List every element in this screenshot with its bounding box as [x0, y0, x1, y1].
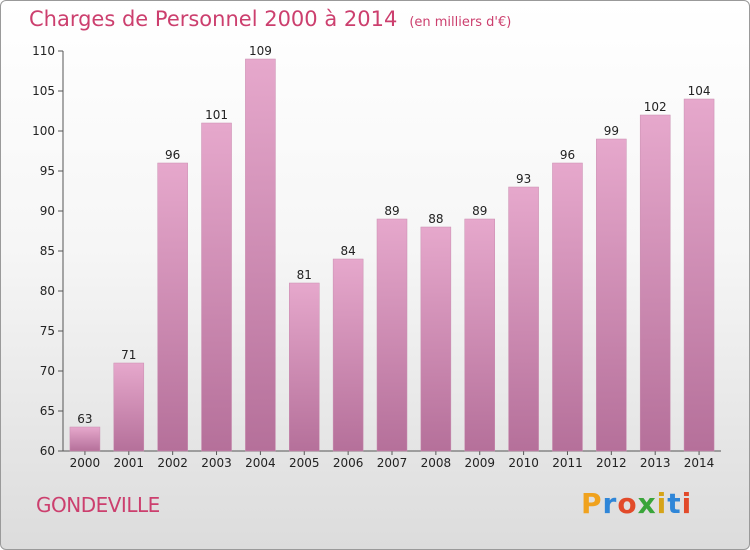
logo-letter: i	[656, 487, 668, 520]
bar-2003	[201, 122, 232, 452]
bar-2008	[420, 226, 452, 452]
x-tick-label-2000: 2000	[70, 456, 101, 470]
x-tick-label-2004: 2004	[245, 456, 276, 470]
chart-title: Charges de Personnel 2000 à 2014 (en mill…	[29, 7, 511, 31]
proxiti-logo[interactable]: Proxiti	[581, 487, 692, 520]
bar-2000	[69, 426, 101, 452]
value-label-2001: 71	[121, 348, 136, 362]
bar-2012	[596, 138, 627, 452]
x-tick-label-2014: 2014	[684, 456, 715, 470]
bar-2013	[639, 114, 671, 452]
value-label-2007: 89	[384, 204, 399, 218]
logo-letter: x	[637, 487, 657, 520]
value-label-2008: 88	[428, 212, 443, 226]
commune-name: GONDEVILLE	[36, 493, 160, 517]
x-tick-label-2005: 2005	[289, 456, 320, 470]
x-tick-label-2006: 2006	[333, 456, 364, 470]
y-tick-label: 60	[40, 444, 55, 458]
value-label-2003: 101	[205, 108, 228, 122]
value-label-2004: 109	[249, 44, 272, 58]
chart-labels: 63 71 96 101 109 81 84 89 88 89 93 96 99 102 104	[77, 44, 710, 426]
y-tick-label: 65	[40, 404, 55, 418]
bar-2006	[332, 258, 364, 452]
x-tick-label-2012: 2012	[596, 456, 627, 470]
y-tick-label: 85	[40, 244, 55, 258]
value-label-2005: 81	[297, 268, 312, 282]
y-tick-label: 90	[40, 204, 55, 218]
y-tick-label: 70	[40, 364, 55, 378]
x-tick-label-2011: 2011	[552, 456, 583, 470]
x-tick-label-2008: 2008	[421, 456, 452, 470]
x-tick-label-2009: 2009	[464, 456, 495, 470]
y-tick-label: 110	[32, 44, 55, 58]
bar-2010	[508, 186, 539, 452]
x-tick-label-2010: 2010	[508, 456, 539, 470]
y-tick-label: 75	[40, 324, 55, 338]
y-tick-label: 95	[40, 164, 55, 178]
logo-letter: t	[667, 487, 682, 520]
bar-2014	[683, 98, 715, 452]
bar-2007	[376, 218, 408, 452]
value-label-2006: 84	[340, 244, 355, 258]
value-label-2014: 104	[688, 84, 711, 98]
bar-2001	[113, 362, 145, 452]
chart-bars	[69, 58, 715, 452]
value-label-2011: 96	[560, 148, 575, 162]
logo-letter: P	[581, 487, 603, 520]
y-tick-label: 80	[40, 284, 55, 298]
value-label-2013: 102	[644, 100, 667, 114]
value-label-2009: 89	[472, 204, 487, 218]
x-tick-label-2007: 2007	[377, 456, 408, 470]
bar-2009	[464, 218, 495, 452]
bar-2004	[245, 58, 276, 452]
value-label-2002: 96	[165, 148, 180, 162]
logo-letter: i	[681, 487, 693, 520]
chart-axes: 60 65 70 75 80 85 90 95 100 105 110 2000 2001 2002 200…	[32, 44, 721, 470]
logo-letter: r	[602, 487, 618, 520]
value-label-2012: 99	[604, 124, 619, 138]
bar-2011	[552, 162, 583, 452]
y-tick-label: 105	[32, 84, 55, 98]
x-tick-label-2013: 2013	[640, 456, 671, 470]
value-label-2010: 93	[516, 172, 531, 186]
x-tick-label-2003: 2003	[201, 456, 232, 470]
bar-2002	[157, 162, 188, 452]
chart-unit: (en milliers d'€)	[409, 15, 512, 30]
x-tick-label-2002: 2002	[157, 456, 188, 470]
x-tick-label-2001: 2001	[114, 456, 145, 470]
logo-letter: o	[617, 487, 638, 520]
y-tick-label: 100	[32, 124, 55, 138]
chart-title-text: Charges de Personnel 2000 à 2014	[29, 7, 398, 31]
bar-2005	[289, 282, 320, 452]
value-label-2000: 63	[77, 412, 92, 426]
